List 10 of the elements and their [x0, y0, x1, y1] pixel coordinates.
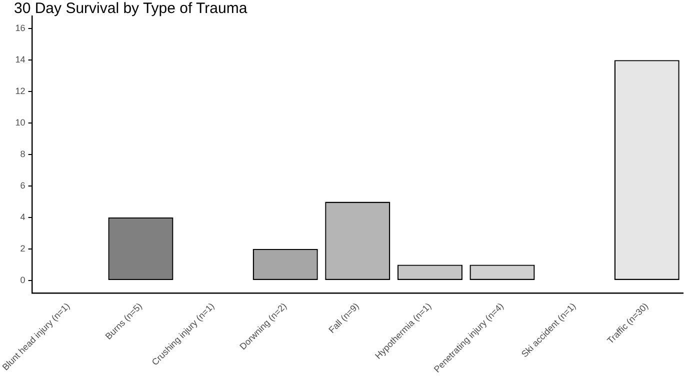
y-tick-label: 6: [20, 180, 26, 190]
y-tick-label: 0: [20, 274, 26, 285]
y-tick-label: 10: [15, 118, 26, 128]
y-tick-label: 4: [20, 212, 26, 222]
y-tick-label: 2: [20, 243, 26, 254]
y-tick-label: 8: [20, 149, 26, 159]
chart-title: 30 Day Survival by Type of Trauma: [14, 0, 248, 17]
y-tick-label: 16: [15, 23, 26, 34]
y-tick-label: 14: [15, 54, 26, 65]
y-tick-label: 12: [15, 86, 26, 96]
